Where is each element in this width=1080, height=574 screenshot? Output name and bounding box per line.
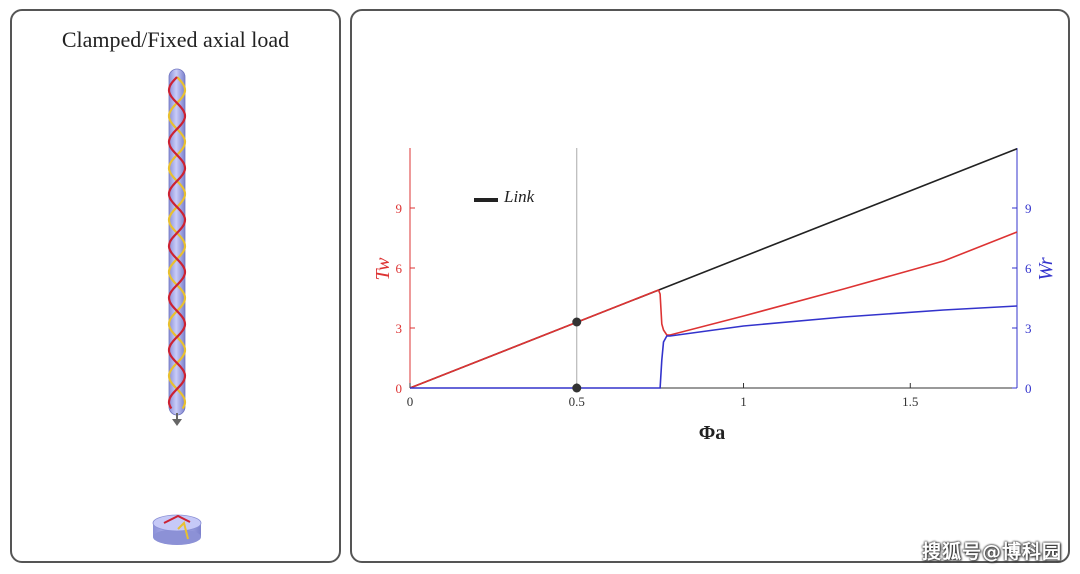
marker-point (572, 317, 582, 327)
x-tick-label: 0 (407, 394, 414, 409)
series-tw (409, 231, 1018, 389)
load-arrow-head (172, 419, 182, 426)
helix-strand-yellow (167, 76, 187, 410)
y-left-tick-label: 9 (396, 201, 403, 216)
disc-bottom (153, 529, 201, 545)
y-left-tick-label: 3 (396, 321, 403, 336)
y-right-axis-label: Wr (1035, 257, 1057, 281)
helix-strands (167, 76, 187, 410)
y-left-axis-label: Tw (372, 257, 394, 281)
y-right-tick-label: 0 (1025, 381, 1032, 396)
simulation-panel: Clamped/Fixed axial load (10, 9, 341, 563)
twist-writhe-chart: 0 0.5 1 1.5 0 3 6 9 0 3 6 9 Φa Tw Wr Link (372, 148, 1057, 444)
x-tick-label: 1 (740, 394, 747, 409)
y-right-tick-label: 6 (1025, 261, 1032, 276)
y-left-tick-label: 0 (396, 381, 403, 396)
y-right-tick-label: 9 (1025, 201, 1032, 216)
helix-strand-red (167, 76, 187, 410)
x-tick-label: 0.5 (569, 394, 585, 409)
y-right-tick-label: 3 (1025, 321, 1032, 336)
x-tick-label: 1.5 (902, 394, 918, 409)
chart-panel: 0 0.5 1 1.5 0 3 6 9 0 3 6 9 Φa Tw Wr Link (350, 9, 1070, 563)
disc-top (152, 514, 202, 532)
disc-strand-yellow (177, 521, 189, 540)
x-axis-label: Φa (699, 422, 726, 444)
marker-point (572, 383, 582, 393)
simulation-title: Clamped/Fixed axial load (61, 27, 290, 52)
rod-illustration (152, 68, 202, 545)
legend-label-link: Link (503, 187, 535, 206)
watermark-text: 搜狐号@博科园 (921, 541, 1062, 563)
disc-strand-red (163, 514, 191, 524)
series-wr (410, 305, 1018, 389)
y-left-tick-label: 6 (396, 261, 403, 276)
